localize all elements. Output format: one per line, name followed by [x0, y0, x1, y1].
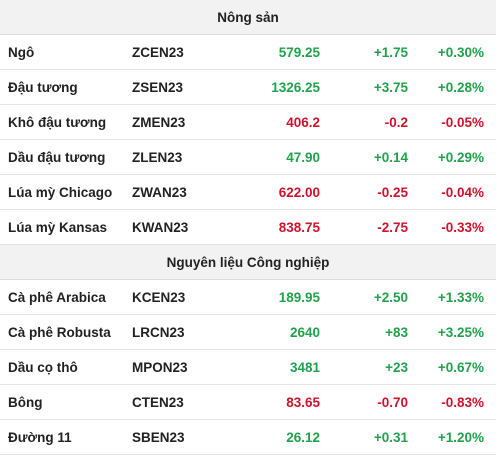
percent-change: +0.30% [437, 44, 484, 60]
last-price: 838.75 [278, 219, 320, 235]
percent-change: -0.83% [441, 394, 484, 410]
commodity-name: Lúa mỳ Chicago [8, 184, 113, 200]
contract-code: ZSEN23 [132, 79, 184, 95]
contract-code: LRCN23 [132, 324, 185, 340]
table-row[interactable]: Đường 11 SBEN23 26.12 +0.31 +1.20% [0, 420, 496, 455]
contract-code: SBEN23 [132, 429, 185, 445]
percent-change: -0.04% [441, 184, 484, 200]
last-price: 406.2 [286, 114, 320, 130]
price-change: +2.50 [373, 289, 408, 305]
table-row[interactable]: Dầu cọ thô MPON23 3481 +23 +0.67% [0, 350, 496, 385]
table-row[interactable]: Lúa mỳ Kansas KWAN23 838.75 -2.75 -0.33% [0, 210, 496, 245]
last-price: 1326.25 [271, 79, 320, 95]
last-price: 3481 [289, 359, 320, 375]
contract-code: MPON23 [132, 359, 188, 375]
commodity-name: Dầu đậu tương [8, 149, 106, 165]
percent-change: +0.67% [437, 359, 484, 375]
table-row[interactable]: Lúa mỳ Chicago ZWAN23 622.00 -0.25 -0.04% [0, 175, 496, 210]
section-title: Nông sản [217, 9, 279, 25]
contract-code: CTEN23 [132, 394, 184, 410]
table-row[interactable]: Dầu đậu tương ZLEN23 47.90 +0.14 +0.29% [0, 140, 496, 175]
price-change: -2.75 [377, 219, 408, 235]
last-price: 189.95 [278, 289, 320, 305]
commodity-name: Đậu tương [8, 79, 78, 95]
percent-change: -0.33% [441, 219, 484, 235]
table-row[interactable]: Ngô ZCEN23 579.25 +1.75 +0.30% [0, 35, 496, 70]
section-header-agriculture: Nông sản [0, 0, 496, 35]
percent-change: +3.25% [437, 324, 484, 340]
last-price: 83.65 [286, 394, 320, 410]
percent-change: -0.05% [441, 114, 484, 130]
commodity-name: Cà phê Arabica [8, 289, 106, 305]
price-change: +1.75 [373, 44, 408, 60]
table-row[interactable]: Bông CTEN23 83.65 -0.70 -0.83% [0, 385, 496, 420]
contract-code: ZLEN23 [132, 149, 183, 165]
contract-code: ZCEN23 [132, 44, 184, 60]
section-header-industrial: Nguyên liệu Công nghiệp [0, 245, 496, 280]
commodity-name: Cà phê Robusta [8, 324, 111, 340]
last-price: 47.90 [286, 149, 320, 165]
commodity-name: Bông [8, 394, 43, 410]
table-row[interactable]: Cà phê Arabica KCEN23 189.95 +2.50 +1.33% [0, 280, 496, 315]
percent-change: +0.28% [437, 79, 484, 95]
commodity-name: Ngô [8, 44, 35, 60]
table-row[interactable]: Cà phê Robusta LRCN23 2640 +83 +3.25% [0, 315, 496, 350]
commodity-name: Lúa mỳ Kansas [8, 219, 108, 235]
commodity-name: Dầu cọ thô [8, 359, 78, 375]
table-row[interactable]: Khô đậu tương ZMEN23 406.2 -0.2 -0.05% [0, 105, 496, 140]
price-change: +3.75 [373, 79, 408, 95]
commodity-name: Đường 11 [8, 429, 72, 445]
price-change: -0.2 [384, 114, 408, 130]
last-price: 622.00 [278, 184, 320, 200]
contract-code: ZWAN23 [132, 184, 187, 200]
contract-code: KCEN23 [132, 289, 186, 305]
price-change: +0.14 [373, 149, 408, 165]
price-change: +83 [385, 324, 408, 340]
price-change: +0.31 [373, 429, 408, 445]
commodity-name: Khô đậu tương [8, 114, 107, 130]
price-change: +23 [385, 359, 408, 375]
contract-code: ZMEN23 [132, 114, 186, 130]
percent-change: +1.33% [437, 289, 484, 305]
last-price: 26.12 [286, 429, 320, 445]
percent-change: +0.29% [437, 149, 484, 165]
table-row[interactable]: Đậu tương ZSEN23 1326.25 +3.75 +0.28% [0, 70, 496, 105]
price-change: -0.25 [377, 184, 408, 200]
section-title: Nguyên liệu Công nghiệp [166, 254, 330, 270]
last-price: 579.25 [278, 44, 320, 60]
last-price: 2640 [289, 324, 320, 340]
price-change: -0.70 [377, 394, 408, 410]
contract-code: KWAN23 [132, 219, 189, 235]
percent-change: +1.20% [437, 429, 484, 445]
